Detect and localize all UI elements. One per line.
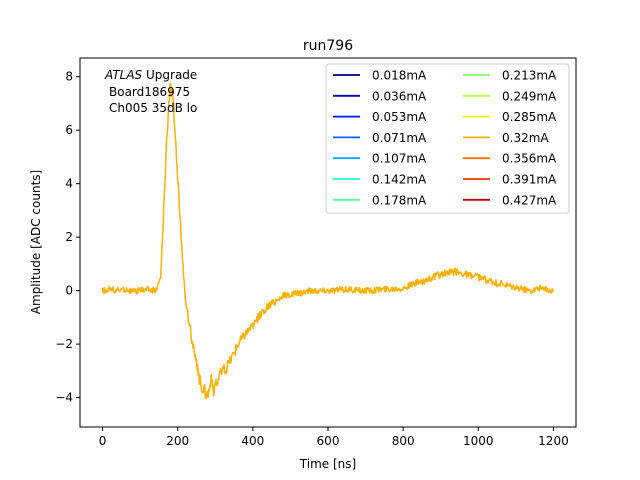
legend: 0.018mA 0.036mA 0.053mA 0.071mA 0.107mA 0.142… [325, 63, 570, 214]
y-tick-label: 2 [65, 230, 73, 244]
y-tick-label: −2 [55, 337, 73, 351]
x-tick-label: 200 [166, 434, 189, 448]
y-tick-label: 0 [65, 284, 73, 298]
annotation-upgrade: Upgrade [142, 68, 197, 82]
legend-items: 0.018mA 0.036mA 0.053mA 0.071mA 0.107mA 0.142… [333, 69, 557, 207]
legend-label: 0.036mA [372, 89, 427, 103]
legend-label: 0.391mA [502, 173, 557, 187]
x-tick-label: 800 [392, 434, 415, 448]
annotation-atlas: ATLAS [104, 68, 143, 82]
trace-layer [101, 82, 555, 400]
legend-label: 0.142mA [372, 173, 427, 187]
annotation-board: Board186975 [109, 85, 190, 99]
legend-label: 0.018mA [372, 69, 427, 83]
legend-label: 0.285mA [502, 110, 557, 124]
x-tick-label: 1200 [538, 434, 569, 448]
legend-label: 0.249mA [502, 89, 557, 103]
legend-box [325, 63, 570, 214]
legend-label: 0.071mA [372, 131, 427, 145]
atlas-annotation: ATLAS Upgrade Board186975 Ch005 35dB lo [104, 68, 197, 115]
y-axis-ticks: −4 −2 0 2 4 6 8 [55, 70, 80, 405]
y-tick-label: −4 [55, 391, 73, 405]
x-tick-label: 0 [99, 434, 107, 448]
y-tick-label: 4 [65, 177, 73, 191]
x-tick-label: 600 [317, 434, 340, 448]
legend-label: 0.107mA [372, 152, 427, 166]
legend-label: 0.213mA [502, 69, 557, 83]
y-tick-label: 8 [65, 70, 73, 84]
legend-label: 0.32mA [502, 131, 549, 145]
legend-label: 0.427mA [502, 193, 557, 207]
annotation-channel: Ch005 35dB lo [109, 101, 197, 115]
y-tick-label: 6 [65, 123, 73, 137]
y-axis-label: Amplitude [ADC counts] [29, 170, 43, 314]
legend-label: 0.178mA [372, 193, 427, 207]
chart-title: run796 [303, 38, 353, 54]
x-tick-label: 1000 [463, 434, 494, 448]
legend-label: 0.356mA [502, 152, 557, 166]
x-axis-ticks: 0 200 400 600 800 1000 1200 [99, 427, 569, 448]
legend-label: 0.053mA [372, 110, 427, 124]
x-axis-label: Time [ns] [299, 457, 356, 471]
x-tick-label: 400 [241, 434, 264, 448]
series-line-0.32mA [101, 82, 555, 400]
annotation-line-1: ATLAS Upgrade [104, 68, 197, 82]
